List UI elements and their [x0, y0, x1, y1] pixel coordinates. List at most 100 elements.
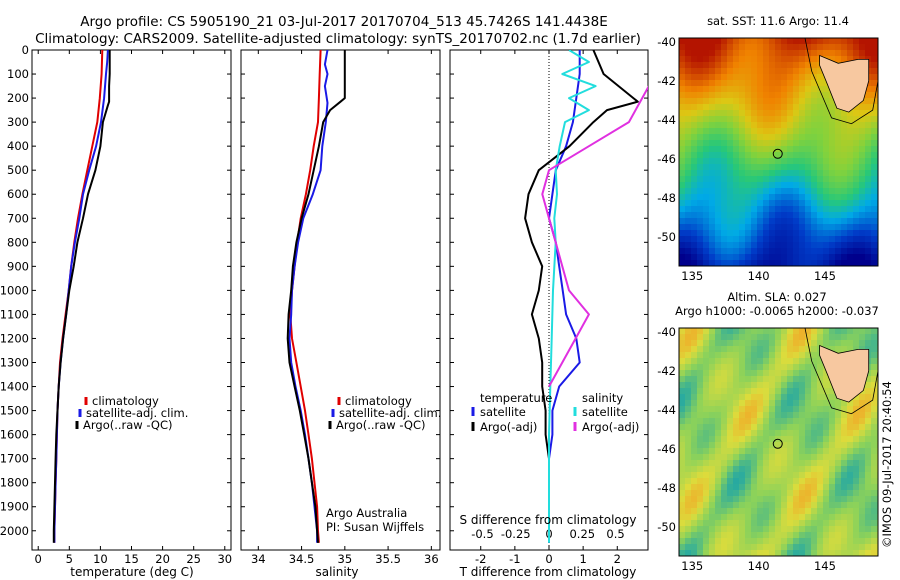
map-cell	[793, 38, 800, 45]
map-cell	[835, 152, 842, 159]
map-cell	[805, 394, 812, 401]
map-cell	[745, 50, 752, 57]
map-cell	[721, 242, 728, 249]
map-cell	[841, 248, 848, 255]
map-cell	[781, 442, 788, 449]
map-cell	[787, 442, 794, 449]
y-tick-label: 100	[7, 67, 29, 81]
map-cell	[775, 158, 782, 165]
map-cell	[871, 502, 878, 509]
map-cell	[793, 134, 800, 141]
map-cell	[685, 328, 692, 335]
map-cell	[739, 104, 746, 111]
map-cell	[793, 254, 800, 261]
map-cell	[847, 176, 854, 183]
map-cell	[715, 254, 722, 261]
map-cell	[865, 164, 872, 171]
map-cell	[679, 194, 686, 201]
map-cell	[721, 224, 728, 231]
map-cell	[715, 194, 722, 201]
map-cell	[745, 484, 752, 491]
map-cell	[853, 478, 860, 485]
map-cell	[739, 418, 746, 425]
map-cell	[733, 200, 740, 207]
map-cell	[781, 110, 788, 117]
map-cell	[871, 140, 878, 147]
map-cell	[853, 170, 860, 177]
map-cell	[823, 496, 830, 503]
map-cell	[847, 454, 854, 461]
map-cell	[715, 520, 722, 527]
map-cell	[763, 550, 770, 556]
map-cell	[841, 532, 848, 539]
map-cell	[829, 110, 836, 117]
map-cell	[793, 376, 800, 383]
map-cell	[727, 116, 734, 123]
map-cell	[763, 544, 770, 551]
x-tick-label: 10	[93, 552, 108, 566]
map-cell	[745, 206, 752, 213]
map-cell	[739, 200, 746, 207]
map-cell	[697, 110, 704, 117]
map-cell	[751, 394, 758, 401]
map-cell	[739, 164, 746, 171]
map-cell	[865, 514, 872, 521]
map-cell	[841, 236, 848, 243]
map-cell	[793, 460, 800, 467]
map-cell	[709, 230, 716, 237]
sla-map-image	[679, 328, 878, 556]
map-cell	[847, 496, 854, 503]
sst-map-title: sat. SST: 11.6 Argo: 11.4	[707, 14, 849, 28]
map-cell	[871, 242, 878, 249]
map-cell	[817, 158, 824, 165]
map-cell	[805, 430, 812, 437]
map-cell	[871, 550, 878, 556]
map-cell	[847, 346, 854, 353]
map-cell	[769, 206, 776, 213]
map-cell	[781, 448, 788, 455]
map-cell	[685, 358, 692, 365]
map-cell	[715, 484, 722, 491]
map-cell	[793, 236, 800, 243]
map-cell	[685, 248, 692, 255]
map-cell	[763, 334, 770, 341]
map-cell	[745, 116, 752, 123]
map-cell	[793, 116, 800, 123]
map-cell	[757, 44, 764, 51]
map-cell	[691, 340, 698, 347]
map-cell	[823, 44, 830, 51]
map-cell	[781, 328, 788, 335]
map-cell	[775, 182, 782, 189]
legend-label-temp-satellite: satellite	[480, 405, 526, 419]
map-cell	[757, 188, 764, 195]
map-y-tick-label: -44	[657, 403, 676, 417]
map-cell	[703, 370, 710, 377]
map-cell	[817, 230, 824, 237]
map-cell	[679, 158, 686, 165]
map-cell	[817, 472, 824, 479]
map-cell	[727, 260, 734, 266]
map-cell	[859, 532, 866, 539]
map-cell	[703, 128, 710, 135]
map-cell	[793, 68, 800, 75]
map-cell	[691, 418, 698, 425]
map-cell	[811, 200, 818, 207]
map-cell	[751, 200, 758, 207]
map-cell	[715, 382, 722, 389]
map-cell	[853, 442, 860, 449]
map-cell	[721, 358, 728, 365]
map-cell	[847, 538, 854, 545]
map-cell	[751, 466, 758, 473]
map-cell	[739, 176, 746, 183]
map-cell	[835, 466, 842, 473]
map-cell	[745, 508, 752, 515]
map-cell	[817, 50, 824, 57]
map-cell	[739, 188, 746, 195]
map-cell	[751, 110, 758, 117]
map-cell	[799, 182, 806, 189]
map-cell	[775, 400, 782, 407]
map-cell	[811, 454, 818, 461]
map-cell	[823, 236, 830, 243]
map-cell	[769, 418, 776, 425]
map-cell	[727, 520, 734, 527]
